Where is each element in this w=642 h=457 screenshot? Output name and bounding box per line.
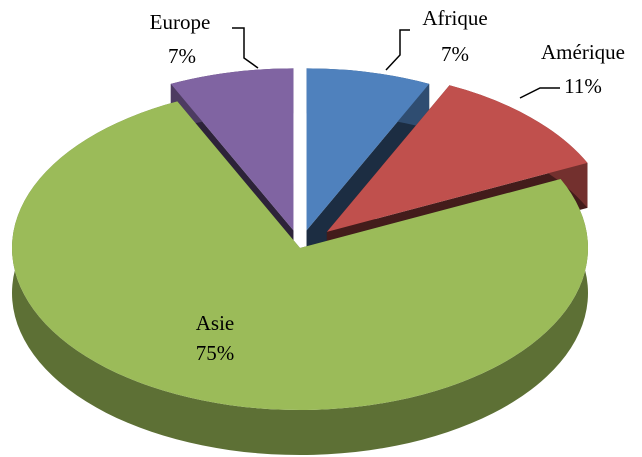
value-label: 11%	[564, 74, 602, 98]
category-label: Amérique	[541, 40, 625, 64]
category-label: Europe	[150, 10, 211, 34]
pie: Afrique 7% Amérique 11% Asie 75% Europe 7%	[12, 6, 625, 455]
slice	[326, 85, 588, 232]
leader-line	[519, 87, 560, 99]
leader-line	[232, 27, 259, 69]
value-label: 7%	[168, 44, 196, 68]
value-label: 75%	[196, 341, 235, 365]
category-label: Asie	[196, 311, 235, 335]
leader-line	[385, 29, 410, 71]
slice	[170, 68, 294, 231]
slice	[12, 101, 589, 410]
category-label: Afrique	[422, 6, 487, 30]
value-label: 7%	[441, 42, 469, 66]
slice	[306, 68, 430, 231]
